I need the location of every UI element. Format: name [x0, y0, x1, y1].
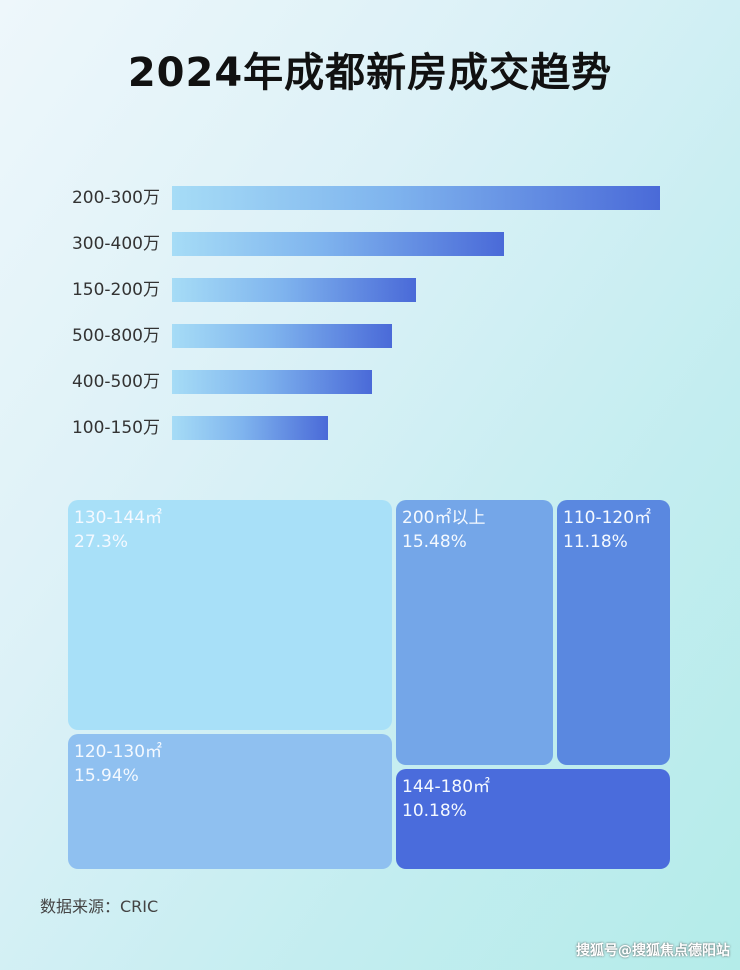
- treemap-tile: 130-144㎡ 27.3%: [68, 500, 392, 730]
- tile-label: 130-144㎡: [74, 508, 163, 528]
- treemap-tile: 110-120㎡ 11.18%: [557, 500, 670, 765]
- bar: [172, 278, 416, 302]
- tile-label: 110-120㎡: [563, 508, 652, 528]
- bar-label: 100-150万: [71, 418, 160, 438]
- bar: [172, 370, 373, 394]
- bar: [172, 232, 504, 256]
- bar-label: 200-300万: [71, 188, 160, 208]
- bar-row: 150-200万: [0, 278, 740, 302]
- bar-label: 150-200万: [71, 280, 160, 300]
- tile-value: 10.18%: [402, 801, 467, 821]
- bar-label: 400-500万: [71, 372, 160, 392]
- chart-title: 2024年成都新房成交趋势: [127, 50, 613, 96]
- tile-value: 15.94%: [74, 766, 139, 786]
- treemap-tile: 120-130㎡ 15.94%: [68, 734, 392, 869]
- bar-row: 400-500万: [0, 370, 740, 394]
- bar-label: 500-800万: [71, 326, 160, 346]
- watermark: 搜狐号@搜狐焦点德阳站: [576, 943, 730, 959]
- bar-row: 200-300万: [0, 186, 740, 210]
- bar: [172, 416, 329, 440]
- bar-label: 300-400万: [71, 234, 160, 254]
- tile-value: 27.3%: [74, 532, 129, 552]
- bar-row: 500-800万: [0, 324, 740, 348]
- bar: [172, 324, 392, 348]
- bar-row: 300-400万: [0, 232, 740, 256]
- treemap-tile: 200㎡以上 15.48%: [396, 500, 553, 765]
- tile-value: 15.48%: [402, 532, 467, 552]
- tile-label: 144-180㎡: [402, 777, 491, 797]
- tile-label: 200㎡以上: [402, 508, 486, 528]
- bar-row: 100-150万: [0, 416, 740, 440]
- data-source: 数据来源：CRIC: [40, 897, 159, 916]
- treemap-tile: 144-180㎡ 10.18%: [396, 769, 670, 869]
- tile-label: 120-130㎡: [74, 742, 163, 762]
- bar: [172, 186, 660, 210]
- tile-value: 11.18%: [563, 532, 628, 552]
